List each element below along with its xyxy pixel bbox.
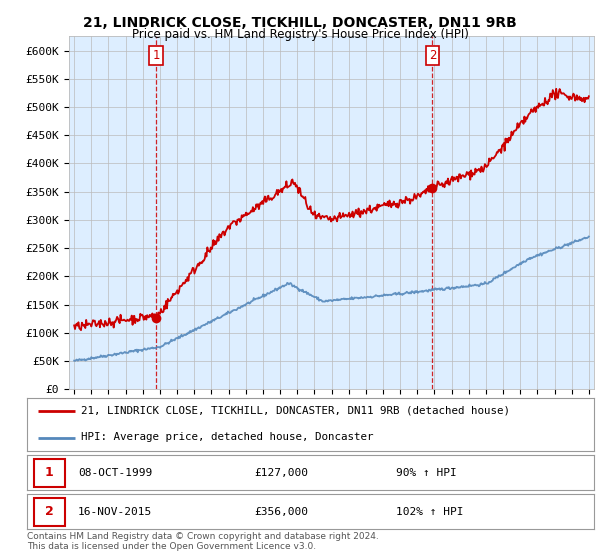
Text: 16-NOV-2015: 16-NOV-2015 <box>78 507 152 517</box>
Text: 2: 2 <box>45 505 54 519</box>
Text: 21, LINDRICK CLOSE, TICKHILL, DONCASTER, DN11 9RB: 21, LINDRICK CLOSE, TICKHILL, DONCASTER,… <box>83 16 517 30</box>
Text: 08-OCT-1999: 08-OCT-1999 <box>78 468 152 478</box>
Text: 1: 1 <box>152 49 160 62</box>
Text: £356,000: £356,000 <box>254 507 308 517</box>
Text: 102% ↑ HPI: 102% ↑ HPI <box>395 507 463 517</box>
Text: Contains HM Land Registry data © Crown copyright and database right 2024.
This d: Contains HM Land Registry data © Crown c… <box>27 532 379 552</box>
FancyBboxPatch shape <box>34 459 65 487</box>
Text: 2: 2 <box>428 49 436 62</box>
Text: 1: 1 <box>45 466 54 479</box>
Text: HPI: Average price, detached house, Doncaster: HPI: Average price, detached house, Donc… <box>81 432 373 442</box>
Text: 90% ↑ HPI: 90% ↑ HPI <box>395 468 457 478</box>
Text: £127,000: £127,000 <box>254 468 308 478</box>
Text: 21, LINDRICK CLOSE, TICKHILL, DONCASTER, DN11 9RB (detached house): 21, LINDRICK CLOSE, TICKHILL, DONCASTER,… <box>81 406 510 416</box>
FancyBboxPatch shape <box>34 498 65 526</box>
Text: Price paid vs. HM Land Registry's House Price Index (HPI): Price paid vs. HM Land Registry's House … <box>131 28 469 41</box>
